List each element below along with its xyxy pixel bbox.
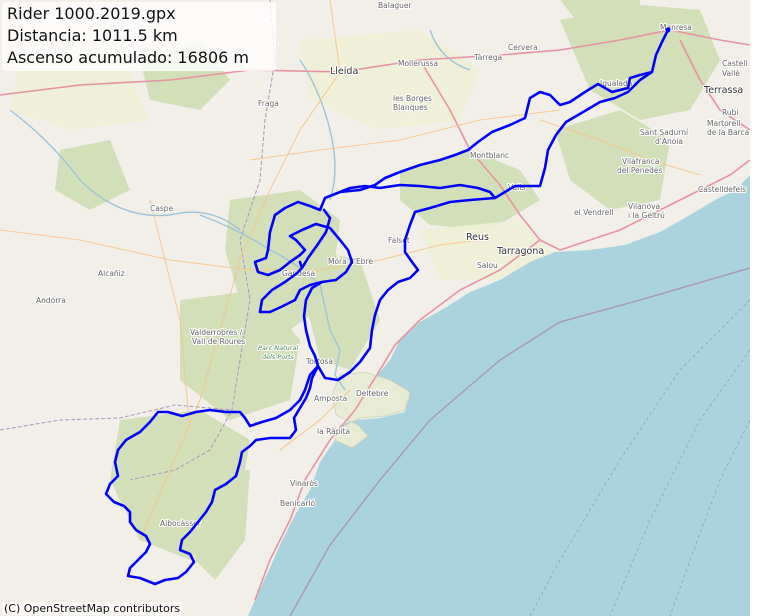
label-parc-1: Parc Natural bbox=[258, 344, 298, 352]
track-distance: Distancia: 1011.5 km bbox=[7, 26, 178, 45]
label-gandesa: Gandesa bbox=[282, 269, 315, 278]
label-del-penedes: del Penedès bbox=[617, 166, 662, 175]
track-info-box: Rider 1000.2019.gpx Distancia: 1011.5 km… bbox=[2, 2, 276, 71]
label-fraga: Fraga bbox=[258, 99, 279, 108]
label-falset: Falset bbox=[388, 236, 410, 245]
track-ascent: Ascenso acumulado: 16806 m bbox=[7, 48, 249, 67]
label-barca: de la Barca bbox=[707, 128, 749, 137]
label-borges: les Borges bbox=[393, 94, 432, 103]
label-valls: Valls bbox=[508, 183, 525, 192]
map-canvas[interactable]: Balaguer Manresa Lleida Mollerussa Tàrre… bbox=[0, 0, 750, 616]
label-d-anoia: d'Anoia bbox=[655, 137, 683, 146]
label-cervera: Cervera bbox=[508, 43, 538, 52]
label-vilanova: Vilanova bbox=[628, 202, 660, 211]
label-lleida: Lleida bbox=[330, 66, 358, 77]
label-montblanc: Montblanc bbox=[470, 151, 509, 160]
label-amposta: Amposta bbox=[314, 394, 347, 403]
label-castelldefels: Castelldefels bbox=[698, 185, 746, 194]
rivers bbox=[9, 29, 471, 391]
label-salou: Salou bbox=[477, 261, 498, 270]
label-alcaniz: Alcañiz bbox=[98, 269, 125, 278]
label-valderrobres: Valderrobres / bbox=[190, 328, 243, 337]
route-start-marker bbox=[665, 27, 671, 33]
label-reus: Reus bbox=[466, 232, 489, 243]
label-tarragona: Tarragona bbox=[496, 246, 544, 257]
maritime-border bbox=[289, 267, 750, 616]
label-tortosa: Tortosa bbox=[305, 357, 333, 366]
label-martorell: Martorell bbox=[707, 119, 740, 128]
label-rubi: Rubí bbox=[722, 108, 739, 117]
gpx-route bbox=[104, 28, 670, 586]
label-andorra: Andorra bbox=[36, 296, 66, 305]
label-albocasser: Albocàsser bbox=[160, 519, 202, 528]
label-mollerussa: Mollerussa bbox=[398, 59, 438, 68]
track-filename: Rider 1000.2019.gpx bbox=[7, 4, 176, 23]
label-blanques: Blanques bbox=[393, 103, 428, 112]
label-deltebre: Deltebre bbox=[356, 389, 389, 398]
region-borders bbox=[0, 0, 276, 481]
label-castellar: Castell bbox=[722, 59, 747, 68]
primary-roads bbox=[0, 0, 701, 541]
sea bbox=[248, 175, 750, 616]
place-labels: Balaguer Manresa Lleida Mollerussa Tàrre… bbox=[35, 0, 750, 529]
label-igualada: Igualada bbox=[600, 79, 632, 88]
shipping-lanes bbox=[529, 299, 750, 616]
label-benicarlo: Benicarló bbox=[280, 499, 315, 508]
label-parc-2: dels Ports bbox=[262, 353, 295, 361]
label-sant-sadurni: Sant Sadurní bbox=[640, 128, 689, 137]
label-manresa: Manresa bbox=[660, 23, 692, 32]
label-rapita: la Ràpita bbox=[317, 427, 350, 436]
label-valles: Vallè bbox=[722, 69, 740, 78]
label-balaguer: Balaguer bbox=[378, 1, 413, 10]
label-vinaros: Vinaròs bbox=[290, 479, 318, 488]
label-terrassa: Terrassa bbox=[703, 85, 743, 96]
label-el-vendrell: el Vendrell bbox=[574, 208, 613, 217]
label-vilafranca: Vilafranca bbox=[622, 157, 660, 166]
label-vall-roures: Vall de Roures bbox=[192, 337, 245, 346]
label-tarrega: Tàrrega bbox=[473, 53, 502, 62]
map-attribution: (C) OpenStreetMap contributors bbox=[2, 602, 183, 615]
motorways bbox=[0, 29, 750, 601]
label-geltru: i la Geltrú bbox=[628, 211, 665, 220]
label-caspe: Caspe bbox=[150, 204, 174, 213]
